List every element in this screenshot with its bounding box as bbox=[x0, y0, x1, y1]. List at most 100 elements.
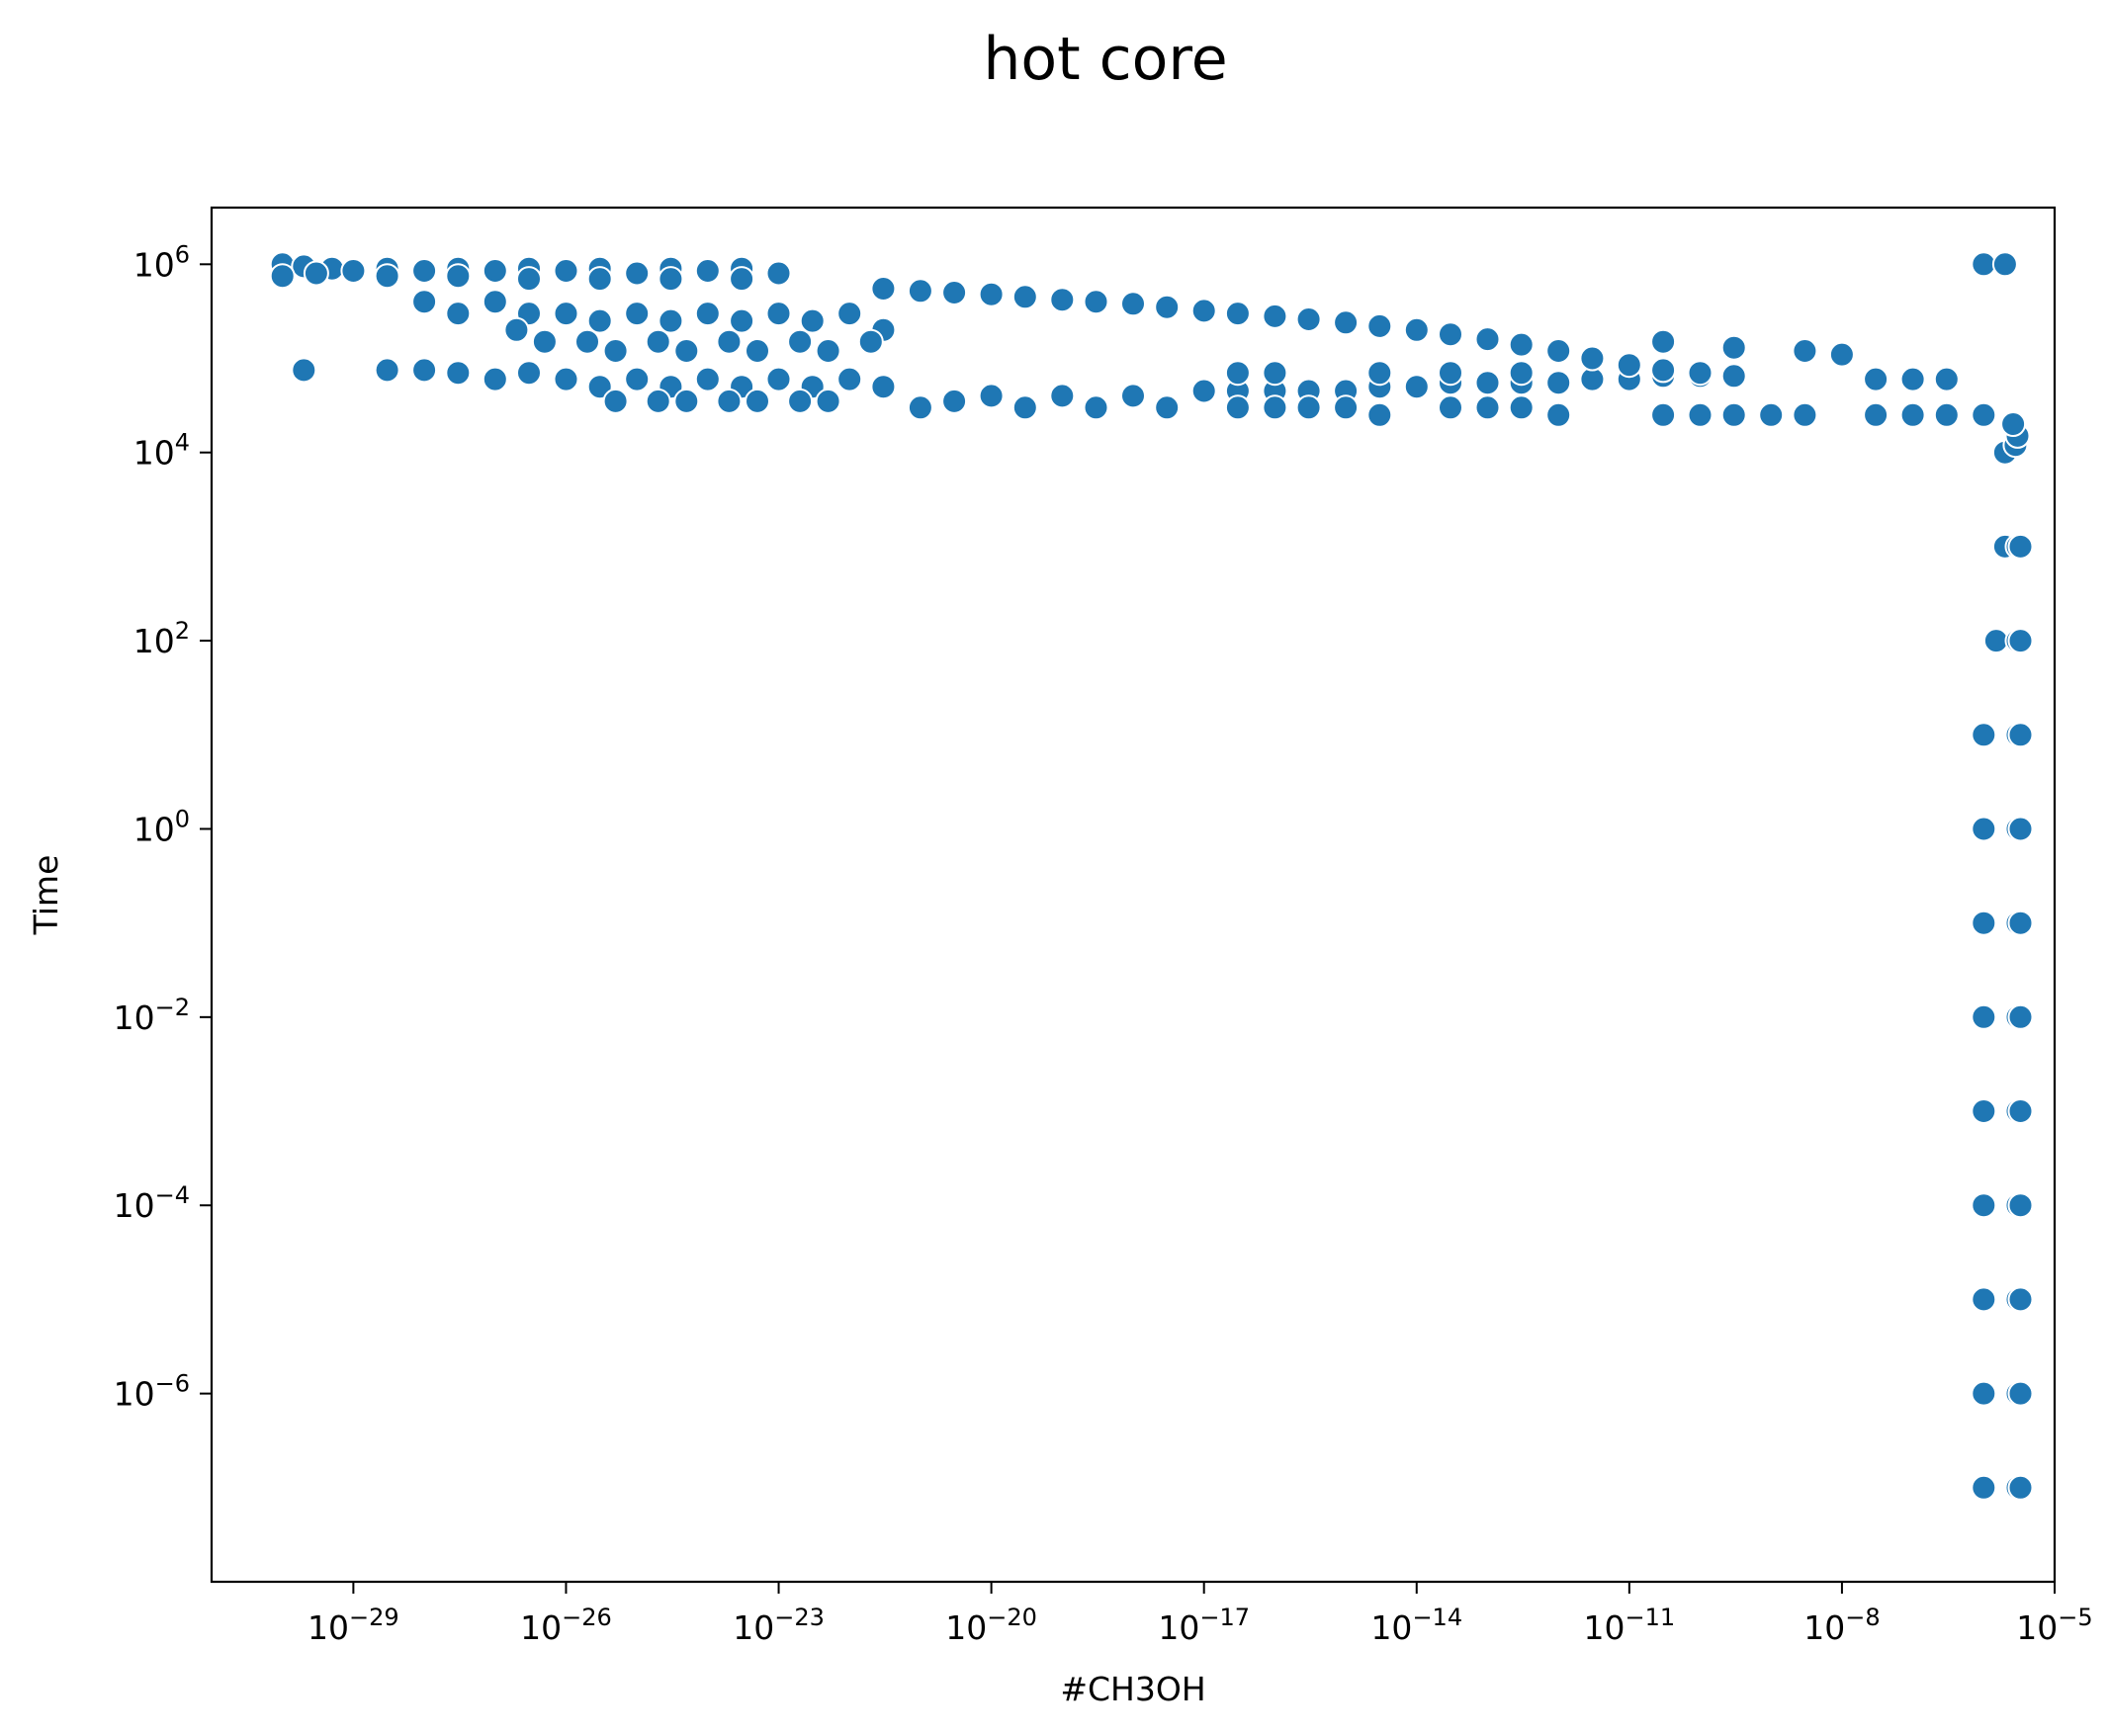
data-point bbox=[624, 260, 651, 287]
data-point bbox=[482, 289, 508, 315]
plot-frame bbox=[210, 206, 2057, 1584]
data-point bbox=[787, 328, 814, 355]
data-point bbox=[374, 357, 400, 384]
data-point bbox=[624, 366, 651, 392]
data-point bbox=[1899, 401, 1926, 428]
data-point bbox=[1403, 316, 1430, 343]
y-tick-label: 102 bbox=[133, 617, 190, 660]
data-point bbox=[1120, 383, 1146, 409]
data-point bbox=[1828, 341, 1855, 368]
data-point bbox=[1863, 401, 1889, 428]
data-point bbox=[1792, 401, 1818, 428]
data-point bbox=[445, 360, 472, 387]
data-point bbox=[745, 388, 770, 414]
data-point bbox=[482, 258, 508, 284]
data-point bbox=[978, 383, 1005, 409]
data-point bbox=[1720, 334, 1747, 361]
data-point bbox=[1333, 394, 1360, 421]
data-point bbox=[1933, 366, 1960, 392]
data-point bbox=[624, 301, 651, 327]
data-point bbox=[1971, 1098, 1997, 1124]
data-point bbox=[1508, 360, 1535, 387]
x-axis-ticks: 10−29 10−26 10−23 10−20 10−17 10−14 10−11 10−8 1… bbox=[308, 1582, 2093, 1647]
data-point bbox=[586, 266, 613, 293]
data-point bbox=[1474, 326, 1501, 353]
data-point bbox=[531, 328, 558, 355]
data-point bbox=[1438, 360, 1463, 387]
data-point bbox=[1474, 370, 1501, 396]
data-point bbox=[1366, 401, 1393, 428]
data-point bbox=[2007, 1286, 2034, 1313]
data-point bbox=[1971, 251, 1997, 278]
data-point bbox=[645, 328, 671, 355]
data-point bbox=[1720, 363, 1747, 390]
x-tick-label: 10−8 bbox=[1803, 1604, 1880, 1647]
data-point bbox=[1971, 1474, 1997, 1501]
data-point bbox=[2007, 722, 2034, 748]
data-point bbox=[1863, 366, 1889, 392]
data-point bbox=[586, 374, 613, 400]
data-point bbox=[1438, 394, 1463, 421]
data-point bbox=[2007, 533, 2034, 560]
data-point bbox=[694, 301, 721, 327]
data-point bbox=[1190, 298, 1217, 324]
data-point bbox=[503, 316, 530, 343]
data-point bbox=[1687, 360, 1714, 387]
data-point bbox=[303, 260, 329, 287]
data-point bbox=[1262, 360, 1288, 387]
data-point bbox=[1792, 338, 1818, 364]
y-tick-label: 10−2 bbox=[114, 994, 190, 1037]
data-point bbox=[1545, 370, 1572, 396]
data-point bbox=[1720, 401, 1747, 428]
data-point bbox=[2007, 910, 2034, 936]
data-point bbox=[787, 388, 814, 414]
data-point bbox=[1295, 306, 1322, 332]
x-tick-label: 10−23 bbox=[733, 1604, 825, 1647]
data-point bbox=[694, 258, 721, 284]
data-point bbox=[291, 357, 317, 384]
data-point bbox=[1650, 357, 1677, 384]
data-point bbox=[857, 328, 884, 355]
data-point bbox=[1545, 338, 1572, 364]
data-point bbox=[1190, 378, 1217, 404]
x-tick-label: 10−20 bbox=[945, 1604, 1037, 1647]
data-point bbox=[1616, 352, 1642, 379]
data-point bbox=[645, 388, 671, 414]
data-point bbox=[1366, 312, 1393, 339]
data-point bbox=[1508, 331, 1535, 358]
data-point bbox=[1545, 401, 1572, 428]
data-point bbox=[870, 374, 897, 400]
data-point bbox=[729, 307, 755, 334]
data-point bbox=[2007, 1098, 2034, 1124]
data-point bbox=[553, 258, 579, 284]
data-point bbox=[516, 360, 542, 387]
data-point bbox=[553, 366, 579, 392]
data-point bbox=[1083, 394, 1109, 421]
data-point bbox=[516, 266, 542, 293]
data-point bbox=[2007, 1192, 2034, 1219]
data-point bbox=[1083, 289, 1109, 315]
data-point bbox=[658, 307, 684, 334]
data-point bbox=[799, 307, 826, 334]
data-point bbox=[836, 366, 863, 392]
x-tick-label: 10−14 bbox=[1370, 1604, 1462, 1647]
data-point bbox=[978, 281, 1005, 307]
data-point bbox=[1971, 1003, 1997, 1030]
x-tick-label: 10−29 bbox=[308, 1604, 399, 1647]
data-point bbox=[2007, 1474, 2034, 1501]
x-axis-label: #CH3OH bbox=[1060, 1670, 1205, 1708]
data-point bbox=[815, 388, 841, 414]
data-point bbox=[907, 394, 933, 421]
data-point bbox=[2007, 1003, 2034, 1030]
y-tick-label: 10−4 bbox=[114, 1181, 190, 1225]
y-axis-label: Time bbox=[27, 855, 65, 936]
data-point bbox=[1991, 251, 2018, 278]
data-point bbox=[1154, 394, 1181, 421]
y-tick-label: 106 bbox=[133, 240, 190, 284]
data-point bbox=[815, 338, 841, 364]
data-point bbox=[1403, 374, 1430, 400]
data-point bbox=[269, 263, 296, 290]
data-point bbox=[1224, 301, 1251, 327]
data-point bbox=[1971, 722, 1997, 748]
data-point bbox=[658, 266, 684, 293]
